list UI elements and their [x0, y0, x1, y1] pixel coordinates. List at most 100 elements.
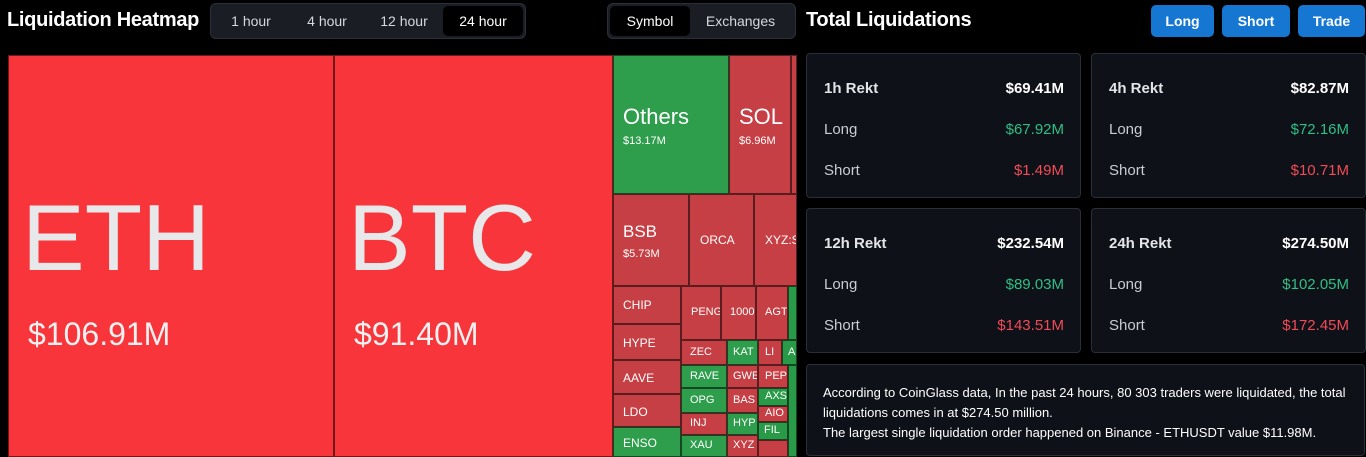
tile-zec[interactable]: ZEC: [681, 340, 727, 365]
tile-small[interactable]: [758, 440, 788, 457]
short-label: Short: [824, 162, 860, 179]
tab-12-hour[interactable]: 12 hour: [380, 13, 428, 29]
tile-symbol: XYZ:S: [765, 233, 797, 247]
tile-value: $91.40M: [354, 316, 479, 352]
tile-hyp[interactable]: HYP: [727, 413, 758, 435]
tile-bas[interactable]: BAS: [727, 388, 758, 413]
tile-symbol: AAVE: [623, 371, 655, 385]
tile-symbol: AGT: [765, 306, 788, 318]
tile-aave[interactable]: AAVE: [613, 360, 681, 394]
long-value: $89.03M: [1005, 276, 1064, 293]
tile-symbol: OPG: [690, 394, 715, 406]
tile-value: $106.91M: [28, 316, 171, 352]
tile-symbol: BSB: [623, 222, 658, 241]
tile-symbol: ZEC: [690, 346, 712, 358]
tile-symbol: ENSO: [623, 436, 658, 450]
tile-others[interactable]: Others $13.17M: [613, 55, 729, 194]
tile-xau[interactable]: XAU: [681, 435, 727, 457]
card-12h-rekt: 12h Rekt $232.54M Long $89.03M Short $143.5…: [806, 208, 1081, 353]
tile-value: $13.17M: [623, 135, 666, 147]
tile-orca[interactable]: ORCA: [689, 194, 754, 286]
tile-1000[interactable]: 1000: [721, 286, 756, 340]
tile-symbol: Others: [623, 104, 690, 129]
card-label: 1h Rekt: [824, 80, 879, 97]
tab-4-hour[interactable]: 4 hour: [307, 13, 347, 29]
tile-symbol: ETH: [22, 185, 210, 290]
tile-small[interactable]: [788, 365, 797, 457]
card-1h-rekt: 1h Rekt $69.41M Long $67.92M Short $1.49M: [806, 53, 1081, 198]
card-total: $232.54M: [997, 235, 1064, 252]
time-range-tabs: 1 hour 4 hour 12 hour 24 hour: [210, 3, 526, 39]
tile-enso[interactable]: ENSO: [613, 427, 681, 457]
total-liquidations-title: Total Liquidations: [806, 9, 972, 31]
tile-axs[interactable]: AXS: [758, 388, 788, 406]
short-button[interactable]: Short: [1222, 5, 1290, 37]
long-button[interactable]: Long: [1151, 5, 1214, 37]
tile-peng[interactable]: PENG: [681, 286, 721, 340]
tile-eth[interactable]: ETH $106.91M: [8, 55, 334, 457]
tile-small[interactable]: [791, 55, 797, 194]
trade-button[interactable]: Trade: [1298, 5, 1365, 37]
tile-aio[interactable]: AIO: [758, 406, 788, 422]
tile-chip[interactable]: CHIP: [613, 286, 681, 324]
tile-symbol: XYZ: [733, 439, 755, 451]
short-label: Short: [824, 317, 860, 334]
card-label: 24h Rekt: [1109, 235, 1172, 252]
tile-gwe[interactable]: GWE: [727, 365, 758, 388]
tile-small[interactable]: [788, 286, 797, 340]
card-4h-rekt: 4h Rekt $82.87M Long $72.16M Short $10.71M: [1091, 53, 1366, 198]
tile-xyz-s[interactable]: XYZ:S: [754, 194, 797, 286]
card-24h-rekt: 24h Rekt $274.50M Long $102.05M Short $172.…: [1091, 208, 1366, 353]
tile-fil[interactable]: FIL: [758, 422, 788, 440]
short-value: $143.51M: [997, 317, 1064, 334]
tile-ldo[interactable]: LDO: [613, 394, 681, 427]
tile-pep[interactable]: PEP: [758, 365, 788, 388]
tile-symbol: AXS: [765, 390, 788, 402]
tile-hype[interactable]: HYPE: [613, 324, 681, 360]
tile-agt[interactable]: AGT: [756, 286, 788, 340]
liquidation-heatmap: ETH $106.91M BTC $91.40M Others $13.17M …: [0, 55, 797, 457]
card-total: $82.87M: [1290, 80, 1349, 97]
tile-bsb[interactable]: BSB $5.73M: [613, 194, 689, 286]
tile-symbol: KAT: [733, 346, 754, 358]
card-total: $69.41M: [1005, 80, 1064, 97]
tab-24-hour[interactable]: 24 hour: [443, 6, 523, 36]
tile-kat[interactable]: KAT: [727, 340, 758, 365]
tile-rave[interactable]: RAVE: [681, 365, 727, 388]
short-value: $172.45M: [1282, 317, 1349, 334]
short-label: Short: [1109, 317, 1145, 334]
tab-symbol[interactable]: Symbol: [610, 6, 690, 36]
liquidation-summary: According to CoinGlass data, In the past…: [806, 364, 1365, 456]
tile-symbol: PENG: [691, 306, 721, 318]
tab-exchanges[interactable]: Exchanges: [705, 13, 776, 29]
tile-symbol: CHIP: [623, 298, 652, 312]
tile-symbol: ORCA: [700, 233, 735, 247]
long-label: Long: [1109, 121, 1143, 138]
tile-inj[interactable]: INJ: [681, 413, 727, 435]
tile-symbol: LDO: [623, 405, 648, 419]
tile-sol[interactable]: SOL $6.96M: [729, 55, 791, 194]
tile-symbol: SOL: [739, 104, 784, 129]
tile-symbol: 1000: [730, 306, 755, 318]
tile-btc[interactable]: BTC $91.40M: [334, 55, 613, 457]
summary-line-1: According to CoinGlass data, In the past…: [823, 385, 1346, 420]
tile-li[interactable]: LI: [758, 340, 782, 365]
tile-a[interactable]: A: [782, 340, 797, 365]
tile-value: $5.73M: [623, 248, 660, 260]
tab-1-hour[interactable]: 1 hour: [231, 13, 271, 29]
tile-symbol: FIL: [764, 424, 780, 436]
tile-symbol: LI: [765, 346, 775, 358]
card-total: $274.50M: [1282, 235, 1349, 252]
long-label: Long: [1109, 276, 1143, 293]
tile-value: $6.96M: [739, 135, 776, 147]
tile-symbol: A: [788, 346, 796, 358]
tile-opg[interactable]: OPG: [681, 388, 727, 413]
tile-symbol: RAVE: [690, 370, 720, 382]
tile-xyz[interactable]: XYZ: [727, 435, 758, 457]
short-label: Short: [1109, 162, 1145, 179]
tile-symbol: XAU: [690, 439, 713, 451]
tile-symbol: GWE: [733, 370, 758, 382]
long-label: Long: [824, 121, 858, 138]
short-value: $1.49M: [1013, 162, 1064, 179]
tile-symbol: HYPE: [623, 336, 656, 350]
